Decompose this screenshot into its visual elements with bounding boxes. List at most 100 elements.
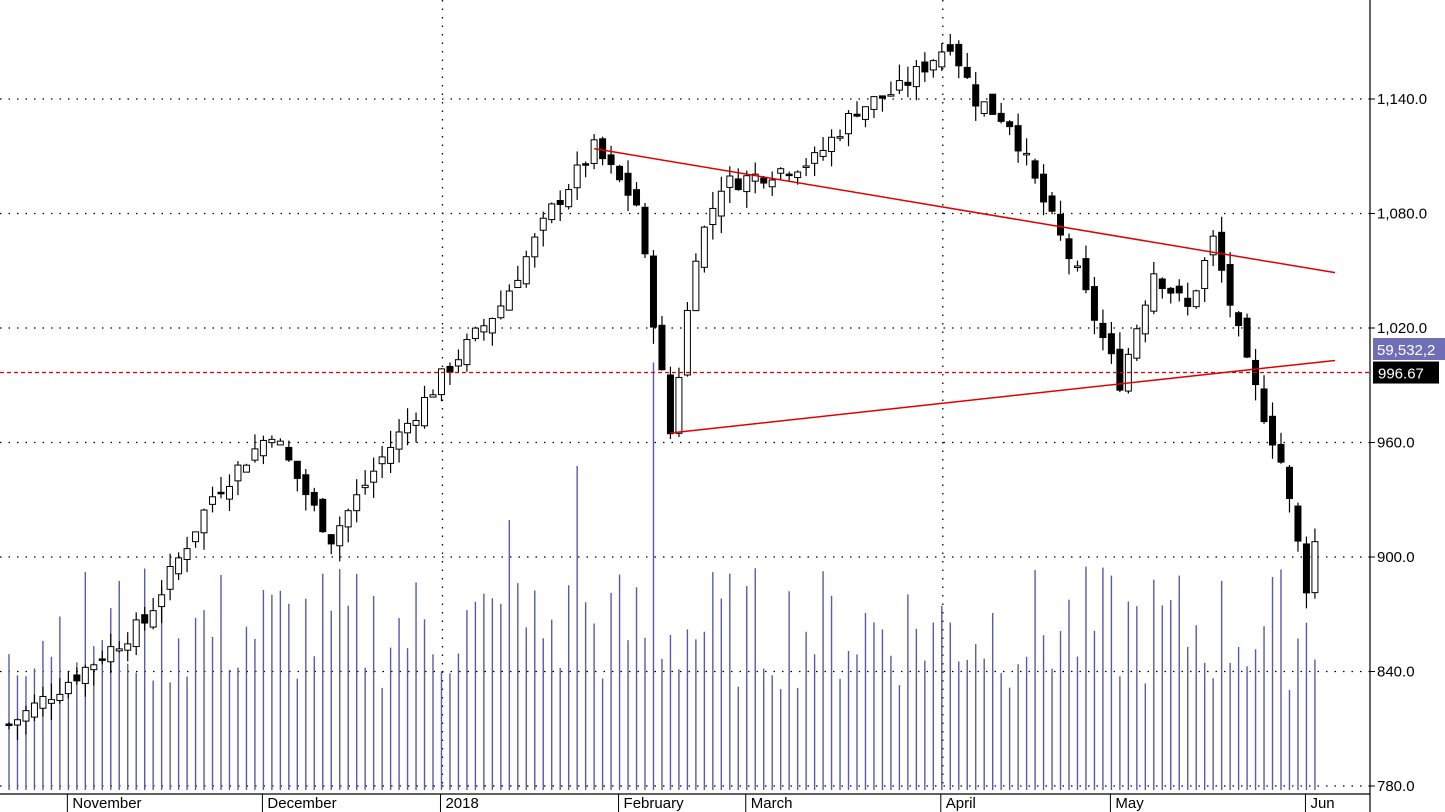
candle-body [616,165,624,181]
candle-body [760,177,768,184]
candle-body [200,509,208,534]
candle-body [675,376,683,434]
candle [683,302,691,377]
candle-body [963,66,971,78]
candle-body [497,305,505,319]
candle-body [115,648,123,652]
last-price-tag-box [1373,361,1439,384]
candle [539,211,547,247]
candle [1133,324,1141,362]
candle-body [717,190,725,217]
candle-body [548,203,556,221]
candle [421,385,429,429]
candle-body [666,374,674,435]
candle-body [1277,443,1285,463]
candle [1031,158,1039,184]
candle-body [251,448,259,461]
candle [429,389,437,398]
candle [912,59,920,101]
candle-body [1057,213,1065,236]
candle-body [539,217,547,231]
candle-body [989,93,997,115]
candle-body [1175,285,1183,294]
candle [1285,465,1293,513]
candle-body [878,95,886,99]
candle-body [454,359,462,367]
candle-body [582,163,590,166]
candle [107,633,115,673]
y-tick-label: 840.0 [1377,664,1415,681]
x-tick-label: March [751,795,793,812]
candle-body [353,494,361,512]
candle [319,497,327,533]
candle [1277,432,1285,464]
candle [1175,279,1183,302]
candle-body [1167,287,1175,294]
candle-body [56,693,64,701]
y-tick-label: 1,140.0 [1377,91,1427,108]
x-tick-label: February [624,795,685,812]
candle [353,479,361,523]
candle [972,71,980,121]
candle-body [1243,317,1251,358]
candle [1269,402,1277,459]
candle [276,438,284,446]
candle-body [726,175,734,188]
candle-body [870,96,878,110]
candle [633,182,641,207]
candle-body [259,439,267,457]
candle [132,612,140,656]
candle [5,722,13,730]
candle-body [209,496,217,505]
candle-body [471,327,479,339]
candle [81,664,89,697]
candle [658,316,666,371]
candle [242,463,250,473]
x-tick-label: April [946,795,976,812]
candle-body [1090,286,1098,321]
candle-body [429,394,437,398]
candle [726,166,734,204]
candle [811,146,819,177]
candle-body [955,43,963,67]
candle-body [175,557,183,575]
candle-body [1158,278,1166,289]
candle [175,552,183,580]
candle [1150,262,1158,315]
candle [1048,192,1056,215]
candle [192,531,200,548]
candle [149,597,157,630]
candle-body [1311,541,1319,594]
candle [158,580,166,624]
candle [302,468,310,511]
candle-body [319,498,327,533]
x-tick-label: Jun [1310,795,1334,812]
candle-body [302,474,310,496]
volume-tag-label: 59,532,2 [1377,342,1435,359]
candle-body [1031,160,1039,179]
candle [1014,113,1022,163]
candle-body [488,318,496,334]
candle-body [22,710,30,722]
candle [1099,309,1107,351]
candle-body [1040,173,1048,203]
candle-body [861,106,869,120]
candle [946,34,954,56]
candle [514,265,522,289]
candle-body [404,422,412,434]
candle [1167,286,1175,304]
candle [573,151,581,200]
candle [751,162,759,194]
candle-body [387,446,395,464]
candle-body [1184,297,1192,307]
candle-body [709,207,717,226]
last-price-tag-label: 996.67 [1378,366,1424,383]
candle [234,461,242,496]
candle [565,184,573,210]
candle [845,110,853,147]
candle-body [1150,273,1158,312]
candle-body [293,460,301,479]
candle [370,457,378,498]
candle-body [370,470,378,483]
